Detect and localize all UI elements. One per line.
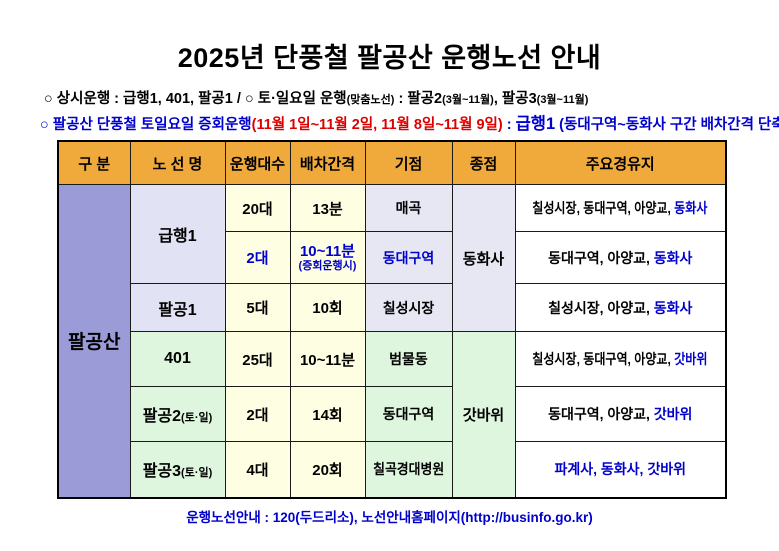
bullet-icon: ○	[40, 117, 53, 133]
cell-route-geuphaeng1: 급행1	[129, 184, 226, 284]
route-day-suffix: (토·일)	[181, 412, 213, 424]
cell-via: 칠성시장, 동대구역, 아양교, 동화사	[514, 184, 727, 232]
interval-value: 10~11분	[299, 242, 356, 260]
cell-origin: 칠성시장	[364, 283, 453, 332]
cell-interval: 10회	[289, 283, 366, 332]
via-stops: 동대구역, 아양교,	[548, 249, 654, 266]
note-extra-service: ○ 팔공산 단풍철 토일요일 증회운행(11월 1일~11월 2일, 11월 8…	[40, 110, 779, 134]
note1-seg4: , 팔공3	[493, 91, 537, 107]
col-header-category: 구 분	[57, 140, 131, 185]
cell-count: 2대	[224, 231, 291, 284]
route-day-suffix: (토·일)	[181, 467, 213, 480]
via-destination: 동화사	[653, 299, 693, 316]
via-stops: 동대구역, 아양교,	[548, 406, 654, 422]
cell-origin: 칠곡경대병원	[364, 441, 453, 498]
route-name-label: 팔공1	[158, 301, 197, 319]
cell-interval: 10~11분 (증회운행시)	[289, 231, 366, 284]
cell-origin: 동대구역	[364, 231, 453, 284]
route-name-label: 401	[164, 350, 191, 367]
table-row: 팔공산 급행1 20대 13분 매곡 동화사 칠성시장, 동대구역, 아양교, …	[57, 184, 727, 498]
page-title: 2025년 단풍철 팔공산 운행노선 안내	[177, 43, 602, 73]
note1-seg3: : 팔공2	[394, 91, 443, 107]
via-destination: 동화사	[653, 249, 693, 266]
via-destination: 파계사, 동화사, 갓바위	[554, 461, 686, 478]
col-header-terminal: 종점	[451, 140, 516, 185]
cell-origin: 범물동	[364, 331, 453, 387]
cell-route-401: 401	[129, 331, 226, 387]
bullet-icon: ○	[244, 91, 258, 107]
cell-origin: 동대구역	[364, 386, 453, 442]
note1-small2: (3월~11월)	[442, 94, 494, 106]
col-header-interval: 배차간격	[289, 140, 366, 185]
cell-count: 5대	[224, 283, 291, 332]
note2-detail: (동대구역~동화사 구간 배차간격 단축)	[555, 117, 779, 133]
interval-note: (증회운행시)	[298, 259, 357, 272]
table-row: 팔공1 5대 10회 칠성시장 칠성시장, 아양교, 동화사	[58, 283, 727, 332]
bus-route-table: 구 분 노 선 명 운행대수 배차간격 기점 종점 주요경유지 팔공산 급행1 …	[57, 140, 727, 499]
via-destination: 갓바위	[653, 406, 693, 422]
table-row: 401 25대 10~11분 범물동 갓바위 칠성시장, 동대구역, 아양교, …	[58, 331, 727, 498]
cell-via: 칠성시장, 동대구역, 아양교, 갓바위	[514, 331, 727, 387]
cell-route-palgong1: 팔공1	[129, 283, 226, 332]
note2-route: 급행1	[515, 115, 556, 133]
note1-small1: (맞춤노선)	[346, 94, 395, 106]
note1-seg1: 상시운행 : 급행1, 401, 팔공1 /	[56, 91, 245, 107]
col-header-bus-count: 운행대수	[224, 140, 291, 185]
note1-seg2: 토·일요일 운행	[257, 91, 347, 107]
cell-origin: 매곡	[364, 184, 453, 232]
via-destination: 동화사	[674, 200, 708, 216]
cell-via: 칠성시장, 아양교, 동화사	[514, 283, 727, 332]
route-name-label: 급행1	[158, 228, 197, 245]
col-header-origin: 기점	[364, 140, 453, 185]
cell-via: 파계사, 동화사, 갓바위	[514, 441, 727, 498]
table-header-row: 구 분 노 선 명 운행대수 배차간격 기점 종점 주요경유지	[57, 140, 727, 185]
bullet-icon: ○	[44, 91, 57, 107]
footer-contact-info: 운행노선안내 : 120(두드리소), 노선안내홈페이지(http://busi…	[186, 510, 593, 525]
col-header-via: 주요경유지	[514, 140, 727, 185]
via-stops: 칠성시장, 동대구역, 아양교,	[532, 351, 675, 367]
cell-interval: 13분	[289, 184, 366, 232]
cell-count: 20대	[224, 184, 291, 232]
cell-count: 25대	[224, 331, 291, 387]
table-row: 팔공3(토·일) 4대 20회 칠곡경대병원 파계사, 동화사, 갓바위	[58, 441, 727, 498]
route-name-label: 팔공2	[142, 408, 182, 425]
cell-interval: 14회	[289, 386, 366, 442]
cell-route-palgong2: 팔공2(토·일)	[129, 386, 226, 442]
note2-main: 팔공산 단풍철 토일요일 증회운행	[52, 117, 252, 133]
table-row: 팔공2(토·일) 2대 14회 동대구역 동대구역, 아양교, 갓바위	[58, 386, 727, 442]
via-destination: 갓바위	[674, 351, 708, 367]
col-header-route-name: 노 선 명	[129, 140, 226, 185]
cell-terminal-donghwasa: 동화사	[451, 184, 516, 332]
note-regular-service: ○ 상시운행 : 급행1, 401, 팔공1 / ○ 토·일요일 운행(맞춤노선…	[44, 87, 588, 108]
route-name-label: 팔공3	[142, 463, 182, 481]
table-row: 2대 10~11분 (증회운행시) 동대구역 동대구역, 아양교, 동화사	[58, 231, 727, 284]
note2-colon: :	[502, 117, 516, 133]
cell-route-palgong3: 팔공3(토·일)	[129, 441, 226, 498]
cell-via: 동대구역, 아양교, 갓바위	[514, 386, 727, 442]
note1-small3: (3월~11월)	[536, 94, 589, 106]
note2-dates: (11월 1일~11월 2일, 11월 8일~11월 9일)	[251, 117, 503, 133]
cell-group-palgongsan: 팔공산	[57, 184, 131, 498]
via-stops: 칠성시장, 동대구역, 아양교,	[532, 200, 675, 216]
cell-interval: 10~11분	[289, 331, 366, 387]
cell-count: 2대	[224, 386, 291, 442]
cell-terminal-gatbawi: 갓바위	[451, 331, 516, 498]
cell-count: 4대	[224, 441, 291, 498]
via-stops: 칠성시장, 아양교,	[548, 299, 654, 316]
cell-via: 동대구역, 아양교, 동화사	[514, 231, 727, 284]
cell-interval: 20회	[289, 441, 366, 498]
origin-label: 칠곡경대병원	[372, 461, 445, 478]
